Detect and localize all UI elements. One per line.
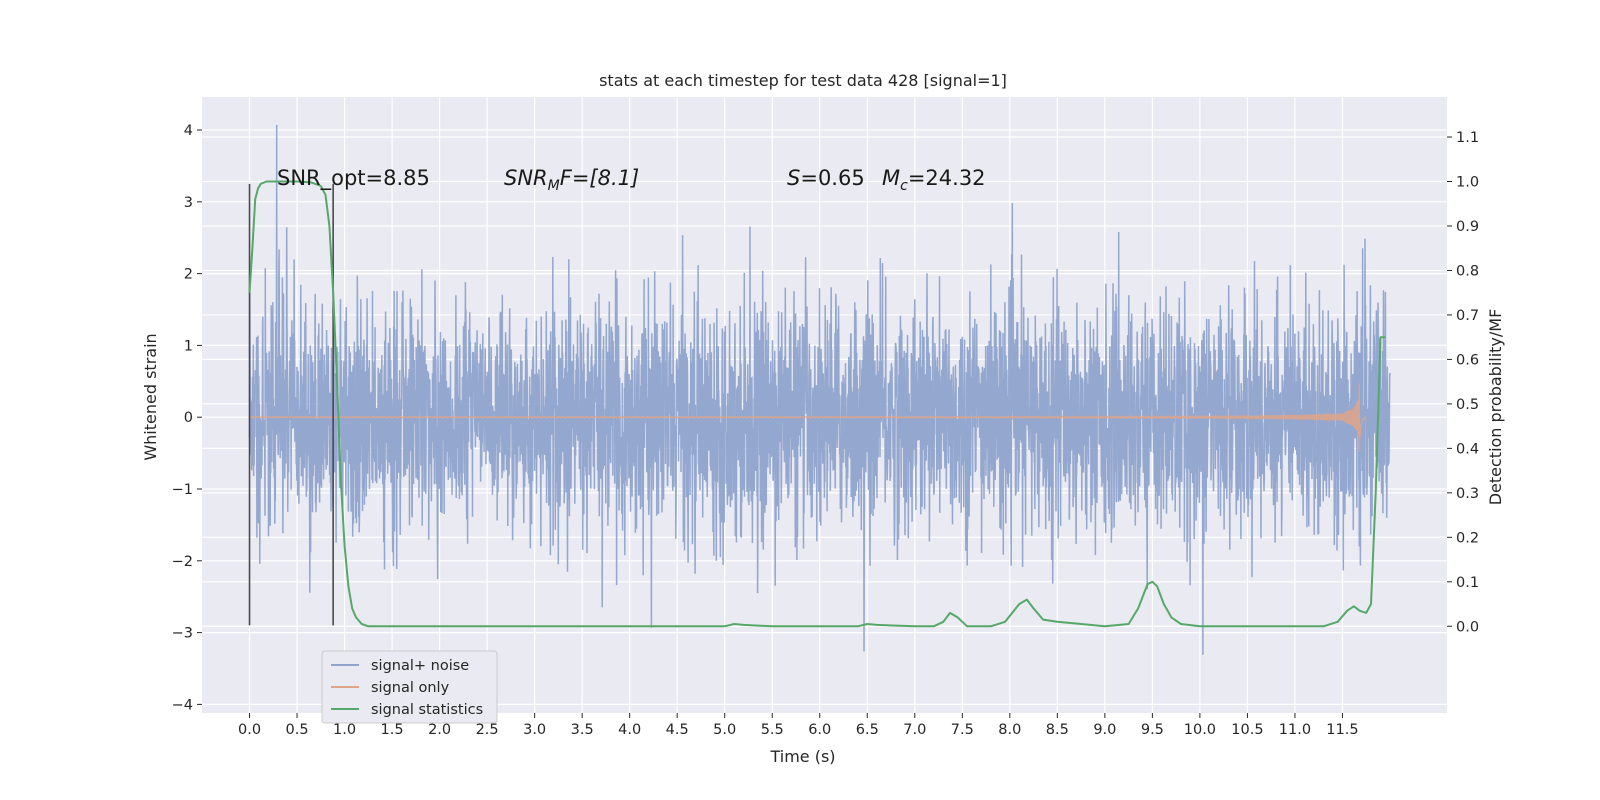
right-y-tick-label: 0.5	[1456, 397, 1479, 413]
right-y-tick-label: 1.0	[1456, 175, 1479, 191]
left-y-tick-label: 1	[184, 338, 193, 354]
annotation-mc: Mc=24.32	[882, 166, 986, 194]
right-y-tick-label: 0.8	[1456, 263, 1479, 279]
legend: signal+ noise signal only signal statist…	[321, 650, 498, 724]
left-y-axis-label: Whitened strain	[141, 333, 160, 460]
legend-label-signal-statistics: signal statistics	[371, 702, 483, 718]
annotation-mc-sub: c	[900, 178, 908, 194]
right-y-axis-ticks: 1.1 1.0 0.9 0.8 0.7 0.6 0.5 0.4 0.3 0.2 0.1 0.0	[1447, 130, 1479, 635]
left-y-tick-label: −4	[172, 697, 193, 713]
left-y-tick-label: 4	[184, 123, 193, 139]
x-tick-label: 10.0	[1184, 722, 1216, 738]
marker-lines	[248, 183, 334, 626]
x-tick-label: 8.0	[998, 722, 1021, 738]
x-tick-label: 8.5	[1046, 722, 1069, 738]
signal-plus-noise-line	[248, 124, 1391, 655]
right-y-tick-label: 0.6	[1456, 352, 1479, 368]
x-tick-label: 0.5	[286, 722, 309, 738]
right-y-axis-label: Detection probability/MF	[1486, 309, 1505, 506]
signal-only-series	[249, 383, 1367, 452]
right-y-tick-label: 0.0	[1456, 619, 1479, 635]
annotation-s: S=0.65	[787, 166, 865, 190]
left-y-tick-label: −2	[172, 554, 193, 570]
x-tick-label: 3.0	[523, 722, 546, 738]
annotation-s-rest: =0.65	[800, 166, 864, 190]
x-tick-label: 6.0	[808, 722, 831, 738]
right-y-tick-label: 0.4	[1456, 441, 1479, 457]
x-axis-label: Time (s)	[769, 747, 835, 766]
x-tick-label: 9.0	[1093, 722, 1116, 738]
right-y-tick-label: 0.9	[1456, 219, 1479, 235]
left-y-tick-label: 0	[184, 410, 193, 426]
legend-label-signal-plus-noise: signal+ noise	[371, 658, 469, 674]
signal-plus-noise-series	[248, 124, 1391, 655]
x-tick-label: 5.0	[713, 722, 736, 738]
annotation-snr-opt: SNR_opt=8.85	[277, 166, 430, 191]
x-axis-ticks: 0.0 0.5 1.0 1.5 2.0 2.5 3.0 3.5 4.0 4.5 5.0 5.5 6.0 6…	[238, 713, 1359, 738]
signal-only-line	[249, 383, 1367, 452]
x-tick-label: 10.5	[1231, 722, 1263, 738]
right-y-tick-label: 1.1	[1456, 130, 1479, 146]
x-tick-label: 1.5	[381, 722, 404, 738]
annotation-snr-mf-sub: M	[548, 178, 560, 194]
annotation-snr-mf-rest: F=[8.1]	[560, 166, 639, 190]
x-tick-label: 2.5	[476, 722, 499, 738]
x-tick-label: 5.5	[761, 722, 784, 738]
signal-statistics-series	[248, 180, 1386, 628]
x-tick-label: 11.5	[1326, 722, 1358, 738]
right-y-tick-label: 0.7	[1456, 308, 1479, 324]
x-tick-label: 11.0	[1279, 722, 1311, 738]
left-y-axis-ticks: 4 3 2 1 0 −1 −2 −3 −4	[172, 123, 202, 713]
annotation-snr-mf-main: SNR	[504, 166, 548, 190]
x-tick-label: 7.5	[951, 722, 974, 738]
x-tick-label: 9.5	[1141, 722, 1164, 738]
annotation-s-main: S	[787, 166, 800, 190]
x-tick-label: 4.5	[666, 722, 689, 738]
right-y-tick-label: 0.1	[1456, 575, 1479, 591]
legend-box	[321, 650, 498, 724]
x-tick-label: 4.0	[618, 722, 641, 738]
x-tick-label: 6.5	[856, 722, 879, 738]
left-y-tick-label: 2	[184, 267, 193, 283]
x-tick-label: 7.0	[903, 722, 926, 738]
x-tick-label: 1.0	[333, 722, 356, 738]
annotations: SNR_opt=8.85 SNRMF=[8.1] S=0.65 Mc=24.32	[277, 166, 986, 194]
annotation-mc-rest: =24.32	[908, 166, 986, 190]
annotation-mc-main: M	[882, 166, 900, 190]
left-y-tick-label: −1	[172, 482, 193, 498]
x-tick-label: 2.0	[428, 722, 451, 738]
annotation-snr-mf: SNRMF=[8.1]	[504, 166, 639, 194]
signal-statistics-line	[248, 180, 1386, 628]
left-y-tick-label: −3	[172, 626, 193, 642]
right-y-tick-label: 0.2	[1456, 530, 1479, 546]
x-tick-label: 0.0	[238, 722, 261, 738]
right-y-tick-label: 0.3	[1456, 486, 1479, 502]
legend-label-signal-only: signal only	[371, 680, 450, 696]
x-tick-label: 3.5	[571, 722, 594, 738]
chart-title: stats at each timestep for test data 428…	[599, 71, 1007, 90]
left-y-tick-label: 3	[184, 195, 193, 211]
